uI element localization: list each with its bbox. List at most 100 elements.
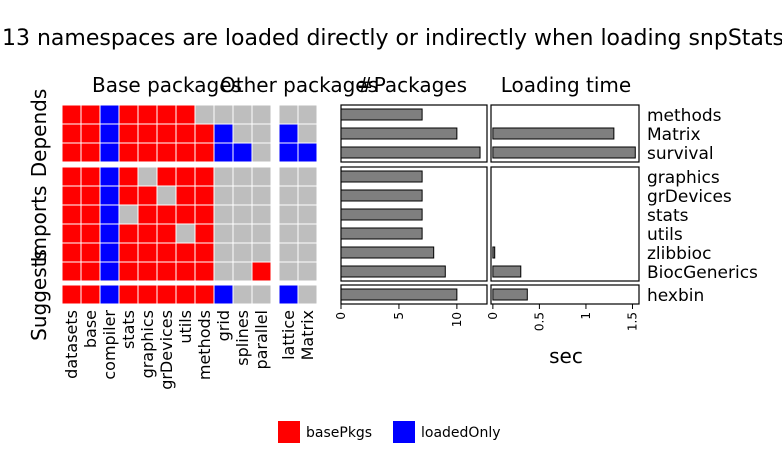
row-label-grdevices: grDevices: [647, 187, 732, 207]
tile-graphics-splines: [233, 167, 252, 186]
npackages-bar-panel: 0 5 10: [334, 104, 488, 327]
tile-survival-methods: [195, 143, 214, 162]
tile-methods-splines: [233, 105, 252, 124]
tile-utils-base: [81, 224, 100, 243]
npkg-bar-methods: [340, 108, 423, 121]
time-bar-zlibbioc: [492, 246, 496, 259]
time-bar-matrix: [492, 127, 615, 140]
tile-grdevices-base: [81, 186, 100, 205]
package-column-labels: datasets base compiler stats graphics grDevic…: [62, 310, 317, 390]
tile-survival-lattice: [279, 143, 298, 162]
col-label-utils: utils: [176, 310, 195, 344]
tile-methods-stats: [119, 105, 138, 124]
tile-graphics-compiler: [100, 167, 119, 186]
col-label-grdevices: grDevices: [157, 310, 176, 390]
tile-zlibbioc-lattice: [279, 243, 298, 262]
col-label-matrix: Matrix: [298, 310, 317, 360]
tile-grdevices-parallel: [252, 186, 271, 205]
npkg-bar-matrix: [340, 127, 458, 140]
tile-zlibbioc-utils: [176, 243, 195, 262]
tile-graphics-graphics: [138, 167, 157, 186]
tile-survival-grid: [214, 143, 233, 162]
tile-biocgenerics-grid: [214, 262, 233, 281]
tile-matrix-base: [81, 124, 100, 143]
tile-biocgenerics-base: [81, 262, 100, 281]
npkg-tick-label-0: 0: [334, 312, 348, 320]
col-label-base: base: [81, 310, 100, 348]
tile-hexbin-parallel: [252, 285, 271, 304]
tile-stats-methods: [195, 205, 214, 224]
group-label-depends: Depends: [27, 89, 51, 178]
loading-time-bar-panel: 0 0.5 1 1.5: [486, 104, 640, 331]
tile-zlibbioc-grdevices: [157, 243, 176, 262]
tile-zlibbioc-grid: [214, 243, 233, 262]
tile-stats-compiler: [100, 205, 119, 224]
tile-matrix-graphics: [138, 124, 157, 143]
chart-title: 13 namespaces are loaded directly or ind…: [2, 26, 782, 51]
npkg-bar-stats: [340, 208, 423, 221]
tile-stats-grid: [214, 205, 233, 224]
tile-survival-splines: [233, 143, 252, 162]
tile-methods-base: [81, 105, 100, 124]
tile-zlibbioc-graphics: [138, 243, 157, 262]
tile-hexbin-matrix: [298, 285, 317, 304]
group-label-suggests: Suggests: [27, 249, 51, 341]
tile-hexbin-compiler: [100, 285, 119, 304]
tile-survival-stats: [119, 143, 138, 162]
tile-grdevices-lattice: [279, 186, 298, 205]
time-panel-suggests: [490, 284, 640, 305]
tile-grdevices-splines: [233, 186, 252, 205]
col-label-compiler: compiler: [100, 310, 119, 380]
tile-biocgenerics-matrix: [298, 262, 317, 281]
tile-graphics-grid: [214, 167, 233, 186]
tile-methods-compiler: [100, 105, 119, 124]
tile-utils-compiler: [100, 224, 119, 243]
tile-biocgenerics-utils: [176, 262, 195, 281]
tile-grdevices-datasets: [62, 186, 81, 205]
tile-zlibbioc-base: [81, 243, 100, 262]
membership-heatmap: [62, 105, 317, 304]
tile-utils-stats: [119, 224, 138, 243]
npkg-bar-zlibbioc: [340, 246, 435, 259]
tile-graphics-methods: [195, 167, 214, 186]
npkg-bar-hexbin: [340, 288, 458, 301]
tile-graphics-datasets: [62, 167, 81, 186]
col-label-grid: grid: [214, 310, 233, 341]
tile-zlibbioc-parallel: [252, 243, 271, 262]
time-tick-label-1: 1: [579, 312, 593, 320]
tile-survival-base: [81, 143, 100, 162]
tile-stats-grdevices: [157, 205, 176, 224]
time-bar-biocgenerics: [492, 265, 522, 278]
tile-methods-methods: [195, 105, 214, 124]
tile-hexbin-splines: [233, 285, 252, 304]
tile-matrix-lattice: [279, 124, 298, 143]
tile-biocgenerics-compiler: [100, 262, 119, 281]
tile-biocgenerics-splines: [233, 262, 252, 281]
row-label-hexbin: hexbin: [647, 286, 704, 306]
tile-matrix-compiler: [100, 124, 119, 143]
tile-graphics-base: [81, 167, 100, 186]
tile-stats-base: [81, 205, 100, 224]
tile-stats-graphics: [138, 205, 157, 224]
tile-utils-splines: [233, 224, 252, 243]
tile-grdevices-compiler: [100, 186, 119, 205]
legend-swatch-basepkgs: [278, 421, 300, 443]
tile-grdevices-matrix: [298, 186, 317, 205]
row-label-methods: methods: [647, 106, 722, 126]
time-bar-hexbin: [492, 288, 528, 301]
row-label-matrix: Matrix: [647, 125, 701, 145]
tile-matrix-datasets: [62, 124, 81, 143]
row-label-utils: utils: [647, 225, 683, 245]
tile-biocgenerics-stats: [119, 262, 138, 281]
tile-hexbin-utils: [176, 285, 195, 304]
tile-utils-methods: [195, 224, 214, 243]
tile-matrix-grdevices: [157, 124, 176, 143]
tile-utils-datasets: [62, 224, 81, 243]
tile-hexbin-graphics: [138, 285, 157, 304]
tile-survival-utils: [176, 143, 195, 162]
tile-biocgenerics-datasets: [62, 262, 81, 281]
npkg-bar-grdevices: [340, 189, 423, 202]
tile-utils-matrix: [298, 224, 317, 243]
time-tick-label-0-5: 0.5: [532, 312, 546, 331]
